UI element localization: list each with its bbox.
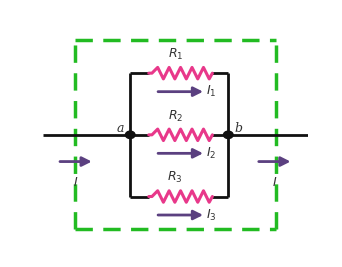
- Text: $I$: $I$: [73, 176, 79, 189]
- Text: $R_3$: $R_3$: [168, 170, 183, 185]
- Text: $I_2$: $I_2$: [206, 146, 216, 161]
- Text: $R_1$: $R_1$: [168, 47, 183, 62]
- Text: $I_3$: $I_3$: [206, 207, 216, 223]
- Text: $R_2$: $R_2$: [168, 108, 183, 124]
- Text: a: a: [116, 122, 123, 135]
- Text: b: b: [235, 122, 243, 135]
- Circle shape: [126, 131, 135, 139]
- Text: $I$: $I$: [272, 176, 277, 189]
- Circle shape: [224, 131, 233, 139]
- Text: $I_1$: $I_1$: [206, 84, 216, 99]
